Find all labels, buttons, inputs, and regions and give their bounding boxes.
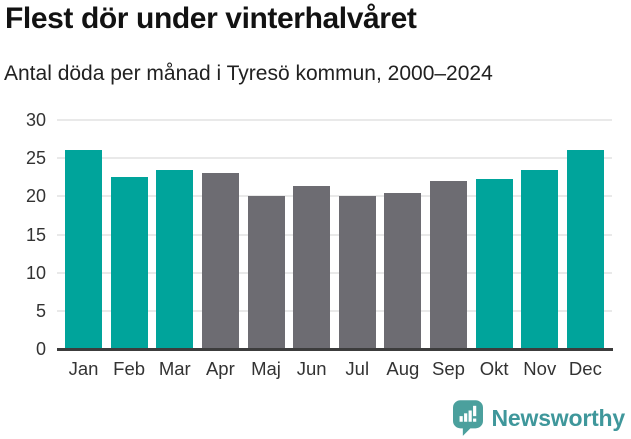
- bar-maj: [247, 195, 285, 349]
- gridline: [57, 233, 612, 236]
- x-axis-line: [57, 348, 613, 351]
- bars-container: [57, 120, 612, 349]
- x-tick-label: Aug: [386, 358, 420, 379]
- x-tick-label: Nov: [523, 358, 557, 379]
- gridline: [57, 309, 612, 312]
- x-tick-label: Jun: [296, 358, 327, 379]
- plot-area: [57, 119, 612, 349]
- y-tick-label: 0: [35, 339, 46, 359]
- gridline: [57, 119, 612, 121]
- bar-dec: [566, 149, 604, 349]
- x-tick-label: Mar: [158, 358, 191, 379]
- bar-chart-speech-bubble-icon: [452, 400, 483, 436]
- x-tick-label: Feb: [113, 358, 146, 379]
- y-tick-label: 5: [35, 300, 46, 321]
- x-tick-label: Okt: [479, 358, 509, 379]
- y-tick-label: 25: [25, 148, 46, 169]
- x-tick-label: Apr: [205, 358, 235, 379]
- y-axis: 0 5 10 15 20 25 30: [0, 110, 46, 359]
- gridline: [57, 157, 612, 160]
- bar-jul: [338, 196, 376, 349]
- x-tick-label: Jul: [345, 358, 370, 379]
- y-tick-label: 15: [25, 224, 46, 245]
- x-tick-label: Maj: [251, 358, 281, 379]
- gridline: [57, 271, 612, 274]
- bar-nov: [521, 170, 559, 349]
- speech-bubble-shape: [452, 400, 483, 436]
- x-tick-label: Sep: [432, 358, 465, 379]
- brand-footer: Newsworthy: [452, 400, 626, 436]
- bar-mar: [156, 169, 194, 349]
- y-tick-label: 10: [25, 262, 46, 283]
- bar-jan: [65, 149, 102, 349]
- y-tick-label: 30: [25, 110, 46, 130]
- chart-subtitle: Antal döda per månad i Tyresö kommun, 20…: [4, 62, 493, 85]
- bar-feb: [110, 176, 148, 349]
- x-axis-labels: Jan Feb Mar Apr Maj Jun Jul Aug Sep Okt Nov Dec: [57, 358, 612, 380]
- x-tick-label: Dec: [568, 358, 602, 379]
- bar-aug: [384, 193, 422, 349]
- bar-sep: [430, 181, 467, 349]
- y-tick-label: 20: [25, 186, 46, 207]
- bar-okt: [475, 178, 513, 349]
- x-tick-label: Jan: [68, 358, 99, 379]
- bar-apr: [201, 172, 239, 349]
- gridline: [57, 195, 612, 198]
- chart-title: Flest dör under vinterhalvåret: [5, 2, 417, 35]
- bar-jun: [293, 185, 331, 349]
- brand-name: Newsworthy: [491, 404, 626, 431]
